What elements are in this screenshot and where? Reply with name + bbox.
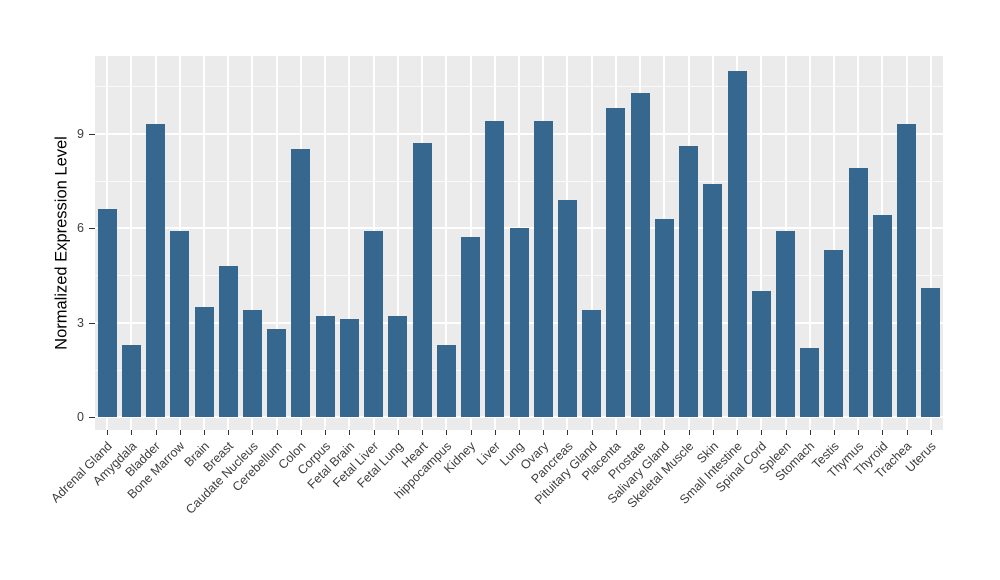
gridline-major-vertical (275, 56, 278, 430)
x-tick-mark (494, 430, 496, 435)
x-tick-mark (833, 430, 835, 435)
bar-caudate-nucleus (242, 309, 262, 417)
x-tick-mark (688, 430, 690, 435)
x-tick-mark (640, 430, 642, 435)
bar-placenta (606, 108, 626, 417)
y-tick-label: 6 (77, 221, 84, 235)
x-tick-mark (422, 430, 424, 435)
bar-pituitary-gland (582, 309, 602, 417)
x-tick-mark (737, 430, 739, 435)
bar-lung (509, 228, 529, 417)
x-tick-mark (276, 430, 278, 435)
x-tick-mark (252, 430, 254, 435)
bar-liver (485, 120, 505, 417)
y-tick-label: 9 (77, 126, 84, 141)
bar-skin (703, 183, 723, 417)
x-tick-label: Liver (473, 439, 503, 469)
x-tick-mark (131, 430, 133, 435)
bar-heart (412, 142, 432, 417)
bar-adrenal-gland (97, 209, 117, 417)
gridline-major-vertical (445, 56, 448, 430)
gridline-major-vertical (227, 56, 230, 430)
x-tick-mark (543, 430, 545, 435)
x-tick-mark (155, 430, 157, 435)
plot-panel (95, 56, 943, 430)
bar-amygdala (121, 344, 141, 417)
y-tick-mark (89, 228, 95, 229)
gridline-major-vertical (203, 56, 206, 430)
bar-hippocampus (436, 344, 456, 417)
x-tick-mark (930, 430, 932, 435)
y-tick-label: 3 (77, 315, 84, 330)
y-tick-label: 0 (77, 410, 84, 424)
gridline-major-vertical (760, 56, 763, 430)
x-tick-mark (373, 430, 375, 435)
gridline-major-vertical (590, 56, 593, 430)
bar-spleen (776, 231, 795, 417)
x-tick-mark (664, 430, 666, 435)
x-tick-mark (567, 430, 569, 435)
x-tick-mark (591, 430, 593, 435)
bar-bone-marrow (170, 231, 190, 417)
bar-fetal-brain (339, 319, 359, 417)
x-tick-mark (349, 430, 351, 435)
x-tick-mark (179, 430, 181, 435)
bar-small-intestine (727, 70, 747, 417)
bar-salivary-gland (654, 218, 674, 417)
bar-ovary (533, 120, 553, 417)
bar-bladder (146, 124, 166, 417)
x-tick-mark (519, 430, 520, 435)
y-tick-mark (89, 133, 95, 135)
bar-pancreas (557, 199, 577, 417)
x-tick-mark (204, 430, 206, 435)
x-tick-mark (761, 430, 763, 435)
gridline-major-vertical (348, 56, 351, 430)
bar-testis (824, 250, 844, 417)
x-tick-mark (882, 430, 884, 435)
bar-colon (291, 149, 311, 417)
bar-thymus (848, 168, 868, 417)
bar-stomach (800, 347, 820, 417)
x-tick-mark (107, 430, 109, 435)
x-tick-mark (615, 430, 617, 435)
x-tick-mark (906, 430, 908, 435)
bar-breast (218, 265, 238, 417)
x-tick-mark (325, 430, 327, 435)
x-tick-mark (228, 430, 230, 435)
gridline-major-vertical (808, 56, 811, 430)
bar-brain (194, 306, 214, 417)
bar-prostate (630, 92, 650, 417)
bar-trachea (897, 124, 917, 417)
x-tick-mark (446, 430, 448, 435)
x-tick-mark (397, 430, 399, 435)
bar-skeletal-muscle (679, 146, 699, 417)
gridline-major-vertical (929, 56, 932, 430)
bar-cerebellum (267, 328, 287, 417)
bar-thyroid (872, 215, 892, 417)
bar-fetal-liver (364, 231, 384, 417)
gridline-major-vertical (130, 56, 133, 430)
x-tick-mark (470, 430, 472, 435)
bar-corpus (315, 316, 335, 417)
x-tick-mark (858, 430, 860, 435)
bar-fetal-lung (388, 316, 408, 417)
x-tick-mark (712, 430, 714, 435)
gridline-major-vertical (251, 56, 254, 430)
x-tick-mark (809, 430, 811, 435)
x-tick-mark (785, 430, 787, 435)
gridline-major-vertical (324, 56, 327, 430)
bar-uterus (921, 287, 941, 417)
bar-kidney (461, 237, 481, 417)
bar-spinal-cord (751, 291, 771, 417)
y-tick-mark (89, 322, 95, 324)
gridline-major-vertical (832, 56, 835, 430)
gridline-major-vertical (396, 56, 399, 430)
x-tick-mark (300, 430, 302, 435)
y-tick-mark (89, 417, 95, 418)
